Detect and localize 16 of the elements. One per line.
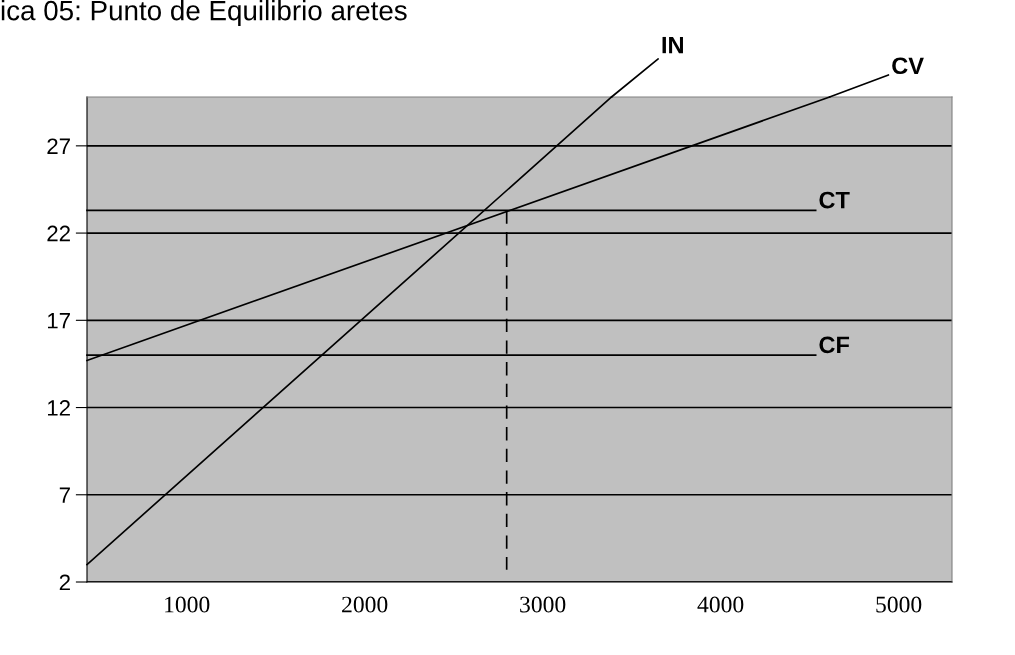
chart-title: ica 05: Punto de Equilibrio aretes bbox=[1, 0, 407, 26]
x-tick-label: 2000 bbox=[342, 596, 388, 613]
series-label: CT bbox=[819, 191, 850, 209]
x-tick-label: 3000 bbox=[520, 596, 566, 613]
y-tick-label: 2 bbox=[59, 574, 70, 591]
y-tick-label: 22 bbox=[47, 225, 70, 242]
series-label: CF bbox=[819, 336, 850, 354]
y-tick-label: 12 bbox=[48, 400, 70, 416]
text: CV bbox=[892, 57, 924, 75]
text: IN bbox=[662, 36, 683, 54]
y-tick-label: 7 bbox=[59, 487, 70, 503]
x-tick-label: 1000 bbox=[165, 596, 210, 613]
x-tick-label: 5000 bbox=[876, 596, 922, 613]
x-tick-label: 4000 bbox=[697, 596, 744, 613]
y-tick-label: 17 bbox=[48, 313, 70, 329]
y-tick-label: 27 bbox=[47, 138, 70, 154]
